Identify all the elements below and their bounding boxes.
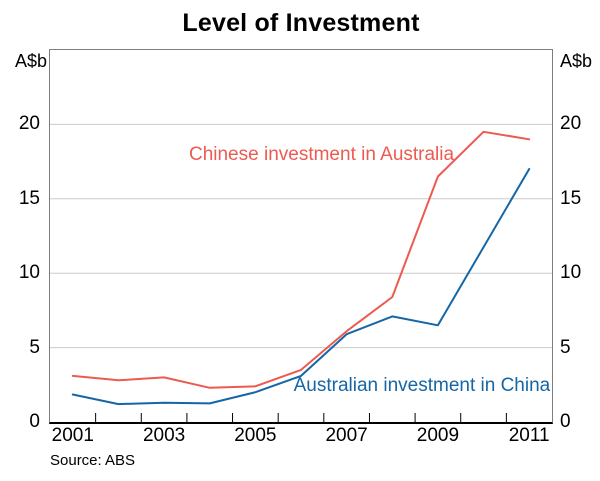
x-tick-label-2009: 2009 [416, 425, 460, 446]
y-tick-label-right-20: 20 [560, 113, 582, 135]
plot-canvas [50, 123, 552, 422]
series-label-0: Chinese investment in Australia [188, 143, 455, 165]
y-tick-label-right-10: 10 [560, 262, 582, 284]
y-tick-label-left-15: 15 [18, 187, 40, 209]
x-tick-label-2007: 2007 [325, 425, 368, 446]
x-tick-label-2011: 2011 [508, 425, 550, 446]
x-tick-label-2003: 2003 [142, 425, 186, 446]
source-note: Source: ABS [50, 452, 136, 469]
plot-area: Chinese investment in Australia Australia… [49, 49, 553, 424]
series-line-0 [71, 130, 531, 389]
left-axis-unit-label: A$b [14, 51, 47, 71]
y-tick-label-right-15: 15 [560, 187, 582, 209]
x-tick-label-2005: 2005 [234, 425, 277, 446]
y-tick-label-left-20: 20 [18, 113, 40, 135]
right-axis-unit-label: A$b [560, 51, 593, 71]
series-label-1: Australian investment in China [293, 375, 551, 397]
y-tick-label-left-10: 10 [18, 262, 40, 284]
y-tick-label-left-5: 5 [29, 336, 40, 358]
series-line-1 [71, 168, 531, 406]
y-tick-label-right-5: 5 [560, 336, 571, 358]
x-tick-label-2001: 2001 [51, 425, 94, 446]
chart-title: Level of Investment [182, 9, 420, 37]
y-tick-label-left-0: 0 [29, 411, 40, 432]
y-tick-label-right-0: 0 [560, 411, 571, 432]
